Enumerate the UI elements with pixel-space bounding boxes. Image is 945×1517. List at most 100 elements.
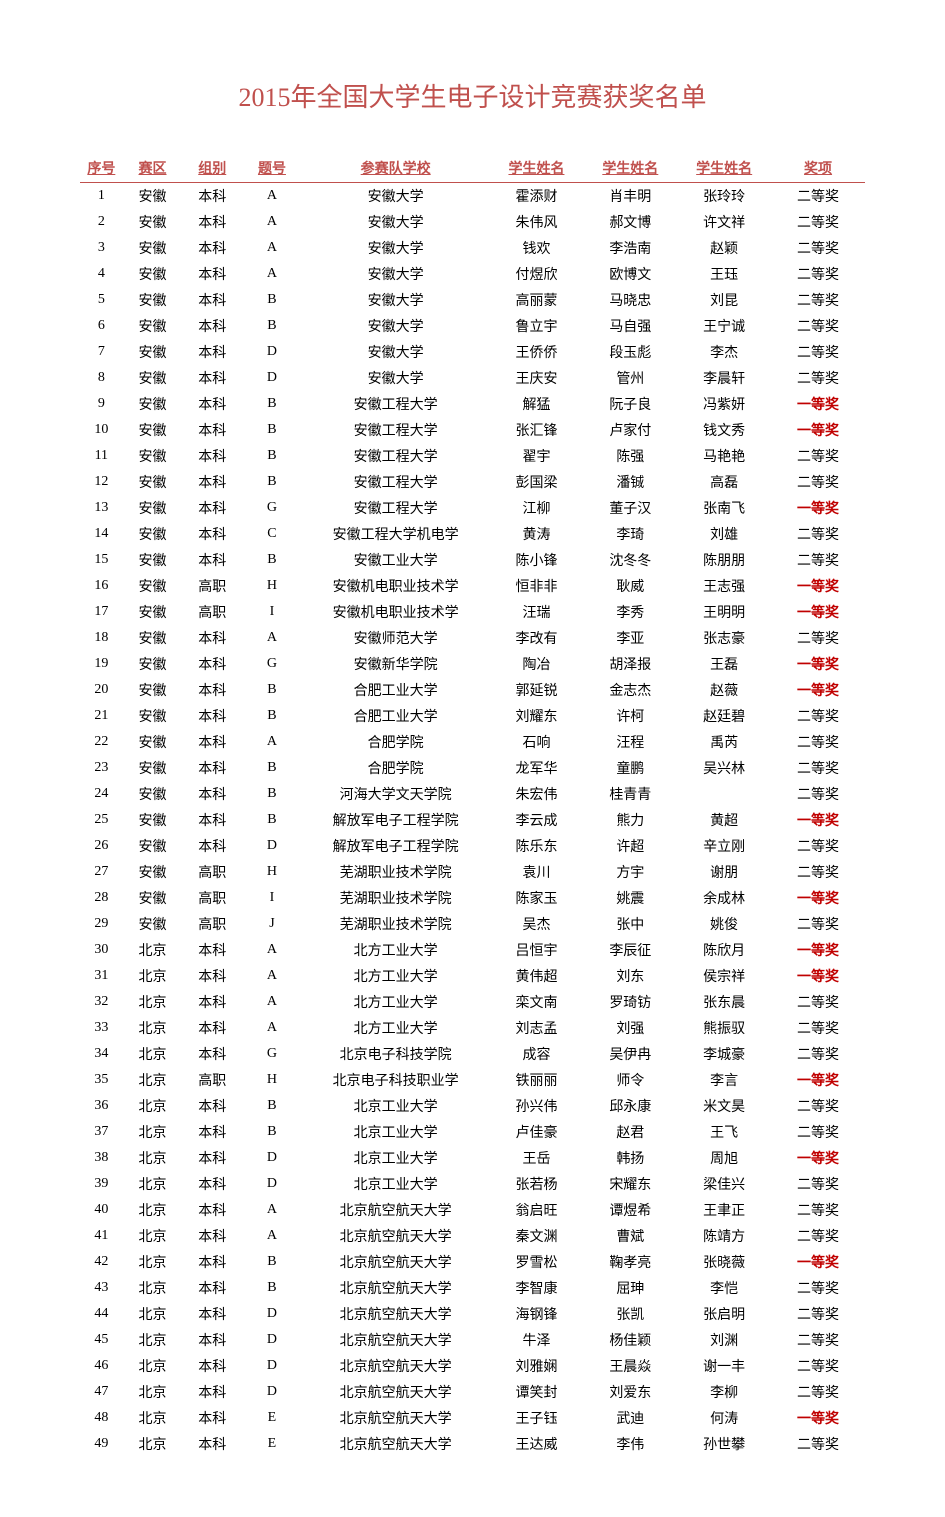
- cell-award: 二等奖: [771, 469, 865, 495]
- cell-topic: J: [242, 911, 302, 937]
- cell-group: 本科: [182, 1405, 242, 1431]
- header-topic: 题号: [242, 154, 302, 183]
- cell-award: 二等奖: [771, 911, 865, 937]
- cell-school: 北京航空航天大学: [302, 1379, 490, 1405]
- cell-name3: 孙世攀: [677, 1431, 771, 1457]
- cell-name3: 许文祥: [677, 209, 771, 235]
- cell-group: 高职: [182, 885, 242, 911]
- cell-award: 二等奖: [771, 1197, 865, 1223]
- cell-name2: 李秀: [583, 599, 677, 625]
- table-row: 16安徽高职H安徽机电职业技术学恒非非耿威王志强一等奖: [80, 573, 865, 599]
- cell-name2: 鞠孝亮: [583, 1249, 677, 1275]
- cell-award: 一等奖: [771, 1145, 865, 1171]
- cell-seq: 31: [80, 963, 123, 989]
- table-row: 10安徽本科B安徽工程大学张汇锋卢家付钱文秀一等奖: [80, 417, 865, 443]
- cell-seq: 2: [80, 209, 123, 235]
- cell-name3: 梁佳兴: [677, 1171, 771, 1197]
- cell-name1: 谭笑封: [490, 1379, 584, 1405]
- cell-topic: B: [242, 469, 302, 495]
- cell-name2: 李伟: [583, 1431, 677, 1457]
- cell-seq: 13: [80, 495, 123, 521]
- table-row: 49北京本科E北京航空航天大学王达威李伟孙世攀二等奖: [80, 1431, 865, 1457]
- cell-name3: 张玲玲: [677, 183, 771, 210]
- header-seq: 序号: [80, 154, 123, 183]
- cell-name2: 刘东: [583, 963, 677, 989]
- cell-name2: 宋耀东: [583, 1171, 677, 1197]
- cell-name2: 武迪: [583, 1405, 677, 1431]
- table-row: 44北京本科D北京航空航天大学海钢锋张凯张启明二等奖: [80, 1301, 865, 1327]
- cell-topic: H: [242, 573, 302, 599]
- cell-topic: H: [242, 1067, 302, 1093]
- cell-topic: B: [242, 391, 302, 417]
- cell-name1: 张若杨: [490, 1171, 584, 1197]
- cell-name1: 陈小锋: [490, 547, 584, 573]
- cell-region: 安徽: [123, 755, 183, 781]
- cell-seq: 16: [80, 573, 123, 599]
- cell-name2: 卢家付: [583, 417, 677, 443]
- cell-name1: 王达威: [490, 1431, 584, 1457]
- cell-seq: 33: [80, 1015, 123, 1041]
- cell-name3: 姚俊: [677, 911, 771, 937]
- cell-group: 本科: [182, 651, 242, 677]
- cell-topic: I: [242, 885, 302, 911]
- cell-name1: 海钢锋: [490, 1301, 584, 1327]
- cell-school: 北京电子科技职业学: [302, 1067, 490, 1093]
- cell-region: 安徽: [123, 287, 183, 313]
- cell-name1: 王侨侨: [490, 339, 584, 365]
- cell-region: 安徽: [123, 261, 183, 287]
- cell-topic: D: [242, 1171, 302, 1197]
- cell-school: 合肥工业大学: [302, 703, 490, 729]
- cell-seq: 6: [80, 313, 123, 339]
- cell-name1: 翟宇: [490, 443, 584, 469]
- cell-name1: 李云成: [490, 807, 584, 833]
- cell-name2: 许超: [583, 833, 677, 859]
- table-row: 12安徽本科B安徽工程大学彭国梁潘铖高磊二等奖: [80, 469, 865, 495]
- cell-award: 一等奖: [771, 885, 865, 911]
- cell-region: 安徽: [123, 573, 183, 599]
- cell-topic: D: [242, 1145, 302, 1171]
- cell-seq: 4: [80, 261, 123, 287]
- cell-name2: 李亚: [583, 625, 677, 651]
- cell-school: 安徽工业大学: [302, 547, 490, 573]
- cell-group: 本科: [182, 1093, 242, 1119]
- table-row: 29安徽高职J芜湖职业技术学院吴杰张中姚俊二等奖: [80, 911, 865, 937]
- cell-name3: 刘渊: [677, 1327, 771, 1353]
- cell-name1: 刘志孟: [490, 1015, 584, 1041]
- cell-seq: 40: [80, 1197, 123, 1223]
- cell-group: 本科: [182, 183, 242, 210]
- cell-group: 高职: [182, 911, 242, 937]
- cell-topic: A: [242, 625, 302, 651]
- table-row: 47北京本科D北京航空航天大学谭笑封刘爱东李柳二等奖: [80, 1379, 865, 1405]
- cell-school: 北京航空航天大学: [302, 1249, 490, 1275]
- table-row: 17安徽高职I安徽机电职业技术学汪瑞李秀王明明一等奖: [80, 599, 865, 625]
- cell-name3: 王飞: [677, 1119, 771, 1145]
- cell-name3: [677, 781, 771, 807]
- cell-award: 二等奖: [771, 1093, 865, 1119]
- cell-award: 二等奖: [771, 1431, 865, 1457]
- cell-topic: D: [242, 339, 302, 365]
- cell-award: 二等奖: [771, 313, 865, 339]
- cell-name2: 童鹏: [583, 755, 677, 781]
- cell-name3: 何涛: [677, 1405, 771, 1431]
- cell-name1: 袁川: [490, 859, 584, 885]
- cell-name1: 刘雅娴: [490, 1353, 584, 1379]
- cell-group: 本科: [182, 235, 242, 261]
- cell-name2: 沈冬冬: [583, 547, 677, 573]
- cell-seq: 20: [80, 677, 123, 703]
- cell-name2: 李辰征: [583, 937, 677, 963]
- cell-school: 北京工业大学: [302, 1119, 490, 1145]
- cell-name3: 陈欣月: [677, 937, 771, 963]
- cell-award: 一等奖: [771, 1067, 865, 1093]
- cell-name1: 栾文南: [490, 989, 584, 1015]
- cell-topic: B: [242, 1093, 302, 1119]
- cell-name3: 高磊: [677, 469, 771, 495]
- cell-school: 安徽工程大学机电学: [302, 521, 490, 547]
- cell-name2: 李浩南: [583, 235, 677, 261]
- cell-name3: 王磊: [677, 651, 771, 677]
- cell-award: 二等奖: [771, 1353, 865, 1379]
- cell-seq: 9: [80, 391, 123, 417]
- table-row: 46北京本科D北京航空航天大学刘雅娴王晨焱谢一丰二等奖: [80, 1353, 865, 1379]
- table-row: 33北京本科A北方工业大学刘志孟刘强熊振驭二等奖: [80, 1015, 865, 1041]
- table-row: 39北京本科D北京工业大学张若杨宋耀东梁佳兴二等奖: [80, 1171, 865, 1197]
- cell-group: 本科: [182, 963, 242, 989]
